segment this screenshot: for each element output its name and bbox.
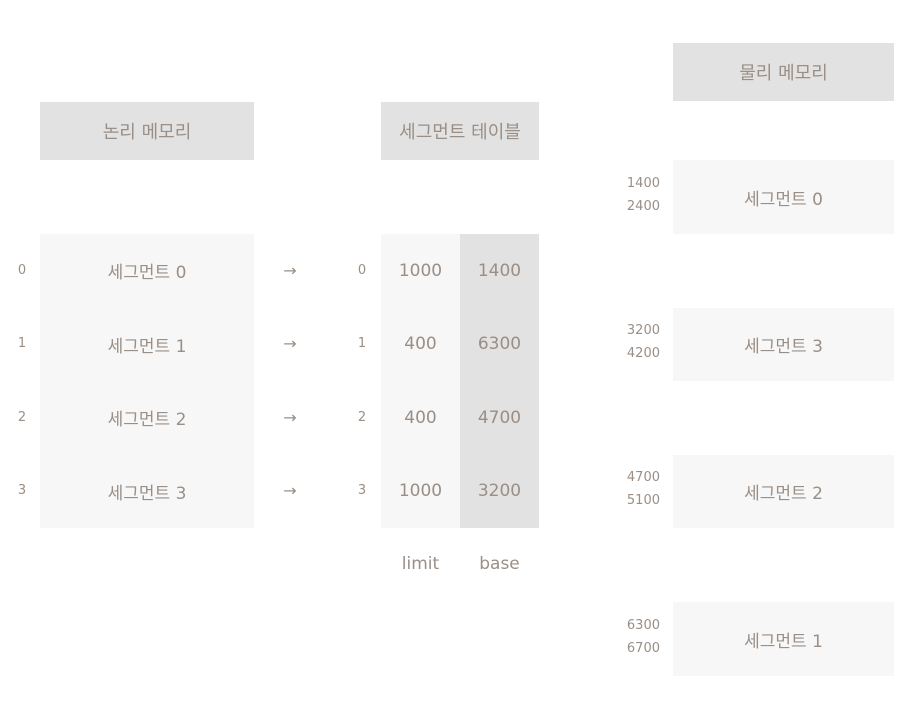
table-index: 3 bbox=[357, 482, 367, 498]
table-index: 2 bbox=[357, 409, 367, 425]
address-end: 5100 bbox=[626, 493, 660, 508]
table-index: 1 bbox=[357, 335, 367, 351]
base-cell: 3200 bbox=[477, 481, 522, 502]
limit-cell: 400 bbox=[404, 407, 437, 428]
logical-index: 3 bbox=[17, 482, 27, 498]
logical-memory-header: 논리 메모리 bbox=[40, 102, 254, 160]
address-start: 3200 bbox=[626, 323, 660, 338]
base-cell: 6300 bbox=[477, 334, 522, 355]
arrow-icon: → bbox=[283, 333, 297, 353]
address-range: 4700 5100 bbox=[600, 466, 660, 512]
logical-segment-0: 세그먼트 0 bbox=[107, 263, 187, 284]
limit-cell: 1000 bbox=[398, 481, 443, 502]
limit-column: 1000 400 400 1000 bbox=[381, 234, 460, 528]
address-range: 6300 6700 bbox=[600, 614, 660, 660]
address-start: 1400 bbox=[626, 176, 660, 191]
address-range: 3200 4200 bbox=[600, 319, 660, 365]
logical-segment-3: 세그먼트 3 bbox=[107, 483, 187, 504]
logical-index: 1 bbox=[17, 335, 27, 351]
logical-segment-2: 세그먼트 2 bbox=[107, 410, 187, 431]
address-end: 6700 bbox=[626, 641, 660, 656]
address-start: 4700 bbox=[626, 470, 660, 485]
table-index: 0 bbox=[357, 262, 367, 278]
base-cell: 1400 bbox=[477, 260, 522, 281]
arrow-icon: → bbox=[283, 480, 297, 500]
physical-segment-0: 세그먼트 0 bbox=[673, 160, 894, 234]
address-end: 2400 bbox=[626, 199, 660, 214]
address-start: 6300 bbox=[626, 618, 660, 633]
limit-label: limit bbox=[401, 554, 440, 574]
base-column: 1400 6300 4700 3200 bbox=[460, 234, 539, 528]
segment-table-header: 세그먼트 테이블 bbox=[381, 102, 539, 160]
logical-index: 0 bbox=[17, 262, 27, 278]
limit-cell: 1000 bbox=[398, 260, 443, 281]
arrow-icon: → bbox=[283, 407, 297, 427]
physical-memory-header: 물리 메모리 bbox=[673, 43, 894, 101]
limit-cell: 400 bbox=[404, 334, 437, 355]
physical-segment-1: 세그먼트 1 bbox=[673, 602, 894, 676]
physical-segment-3: 세그먼트 3 bbox=[673, 308, 894, 381]
base-cell: 4700 bbox=[477, 407, 522, 428]
logical-memory: 세그먼트 0 세그먼트 1 세그먼트 2 세그먼트 3 bbox=[40, 234, 254, 528]
physical-segment-2: 세그먼트 2 bbox=[673, 455, 894, 528]
logical-index: 2 bbox=[17, 409, 27, 425]
address-end: 4200 bbox=[626, 346, 660, 361]
base-label: base bbox=[479, 554, 520, 574]
arrow-icon: → bbox=[283, 260, 297, 280]
address-range: 1400 2400 bbox=[600, 172, 660, 218]
logical-segment-1: 세그먼트 1 bbox=[107, 336, 187, 357]
